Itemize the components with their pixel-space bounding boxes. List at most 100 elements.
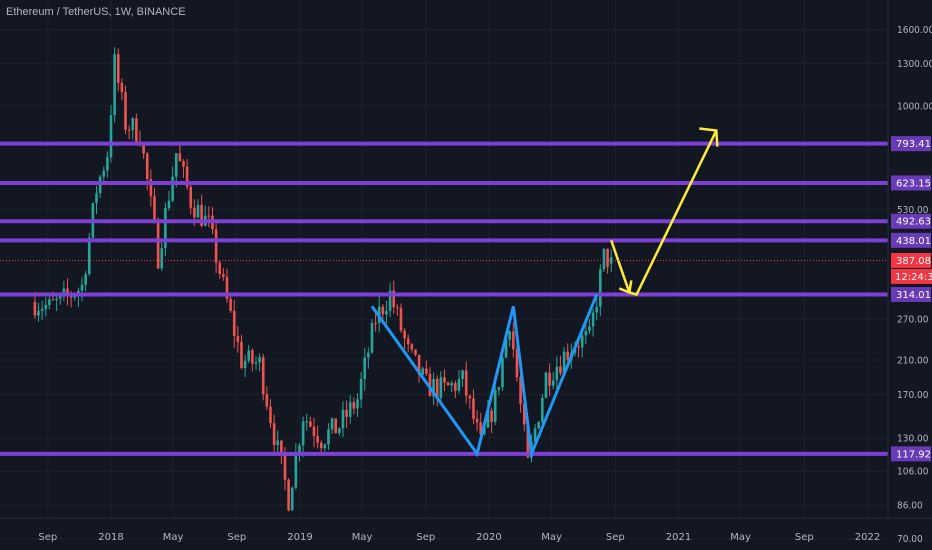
horizontal-levels[interactable]: 793.41 623.15 492.63 438.01 314.01 117.92 [0, 136, 931, 462]
candle-body [522, 403, 526, 425]
price-tick-label: 1000.00 [897, 102, 932, 113]
candle-body [48, 299, 51, 305]
candle-body [464, 370, 468, 396]
candle-body [352, 402, 356, 409]
arrow-up-head [699, 127, 719, 147]
candle-body [298, 445, 301, 454]
time-tick-label: Sep [227, 532, 246, 543]
candle-body [609, 257, 613, 264]
candle-body [385, 310, 388, 315]
candle-body [417, 354, 421, 375]
candle-body [479, 422, 483, 435]
candle-body [316, 435, 319, 443]
candle-body [236, 335, 240, 343]
candle-body [109, 115, 113, 158]
candle-body [106, 157, 109, 171]
candle-body [555, 366, 559, 381]
candle-body [280, 440, 283, 456]
candle-body [135, 118, 138, 142]
grid-lines [0, 0, 888, 540]
candle-body [200, 204, 203, 226]
price-tick-label: 210.00 [897, 355, 929, 366]
candle-body [207, 215, 211, 217]
candle-body [51, 299, 55, 301]
candle-body [588, 326, 591, 331]
candle-body [174, 153, 178, 177]
candle-body [483, 427, 486, 435]
candle-body [156, 220, 160, 269]
candle-body [602, 248, 606, 270]
candle-body [512, 331, 515, 350]
candle-body [370, 323, 374, 353]
drawings[interactable] [370, 127, 719, 460]
candle-body [599, 269, 602, 307]
candle-body [167, 200, 171, 209]
candle-body [309, 421, 312, 427]
candle-body [124, 92, 127, 130]
price-tick-label: 1600.00 [897, 25, 932, 36]
candle-body [232, 310, 236, 336]
candle-body [504, 339, 508, 358]
price-tick-label: 86.00 [897, 501, 923, 512]
candle-body [345, 409, 348, 417]
candle-body [113, 54, 116, 116]
candle-body [580, 335, 584, 348]
candle-body [171, 176, 174, 201]
level-price-tag [891, 175, 931, 191]
candle-body [551, 380, 555, 386]
candle-body [403, 330, 406, 339]
candle-body [577, 346, 580, 348]
candle-body [127, 129, 131, 131]
candle-body [222, 273, 225, 277]
candle-body [334, 418, 338, 434]
candle-body [327, 429, 330, 445]
candle-body [287, 479, 290, 511]
candle-body [142, 143, 145, 154]
candle-body [189, 186, 193, 208]
candle-body [153, 196, 156, 221]
candle-body [526, 424, 530, 458]
time-tick-label: 2022 [855, 532, 880, 543]
candle-body [428, 373, 432, 397]
candle-body [131, 118, 135, 130]
candle-body [341, 409, 345, 429]
candle-body [432, 378, 435, 397]
candle-body [261, 357, 265, 395]
time-axis[interactable]: Sep 2018 May Sep 2019 May Sep 2020 May Sep 2021 May… [0, 517, 932, 543]
candle-body [406, 338, 410, 345]
candle-body [396, 307, 399, 309]
candle-body [269, 406, 272, 424]
candle-body [566, 351, 570, 360]
time-tick-label: 2020 [476, 532, 501, 543]
candle-body [37, 311, 40, 316]
candle-body [160, 248, 164, 269]
candle-body [193, 207, 196, 218]
candle-body [84, 274, 87, 285]
candle-body [247, 350, 251, 361]
candles [33, 47, 613, 512]
candle-body [229, 298, 232, 311]
time-tick-label: May [352, 532, 373, 543]
candle-body [44, 304, 48, 310]
candle-body [40, 309, 44, 312]
candle-body [461, 370, 464, 380]
candle-body [301, 421, 305, 446]
candle-body [66, 288, 69, 295]
candle-body [381, 306, 385, 315]
candle-body [87, 237, 91, 275]
time-tick-label: May [541, 532, 562, 543]
blue-pattern-lines [370, 293, 599, 460]
candle-body [399, 307, 403, 331]
candle-body [305, 421, 309, 423]
candle-body [501, 357, 504, 388]
candle-body [330, 418, 334, 430]
candle-body [338, 428, 341, 434]
time-tick-label: 2021 [666, 532, 691, 543]
candle-body [102, 170, 106, 177]
level-price-label: 438.01 [896, 236, 931, 247]
arrow-down-head [618, 280, 633, 295]
candle-body [312, 426, 316, 436]
candle-body [421, 368, 425, 375]
